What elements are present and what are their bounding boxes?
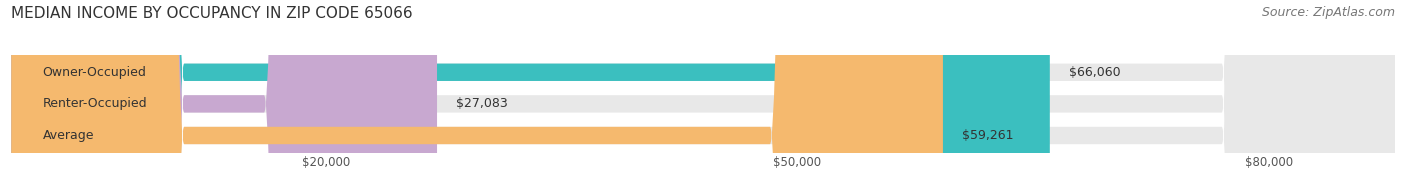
Text: Renter-Occupied: Renter-Occupied [42,97,148,110]
FancyBboxPatch shape [11,0,1395,196]
Text: Average: Average [42,129,94,142]
FancyBboxPatch shape [11,0,943,196]
Text: $59,261: $59,261 [962,129,1014,142]
FancyBboxPatch shape [11,0,1050,196]
Text: Owner-Occupied: Owner-Occupied [42,66,146,79]
Text: MEDIAN INCOME BY OCCUPANCY IN ZIP CODE 65066: MEDIAN INCOME BY OCCUPANCY IN ZIP CODE 6… [11,6,413,21]
FancyBboxPatch shape [11,0,1395,196]
FancyBboxPatch shape [11,0,437,196]
FancyBboxPatch shape [11,0,1395,196]
Text: $66,060: $66,060 [1069,66,1121,79]
Text: Source: ZipAtlas.com: Source: ZipAtlas.com [1261,6,1395,19]
Text: $27,083: $27,083 [456,97,508,110]
